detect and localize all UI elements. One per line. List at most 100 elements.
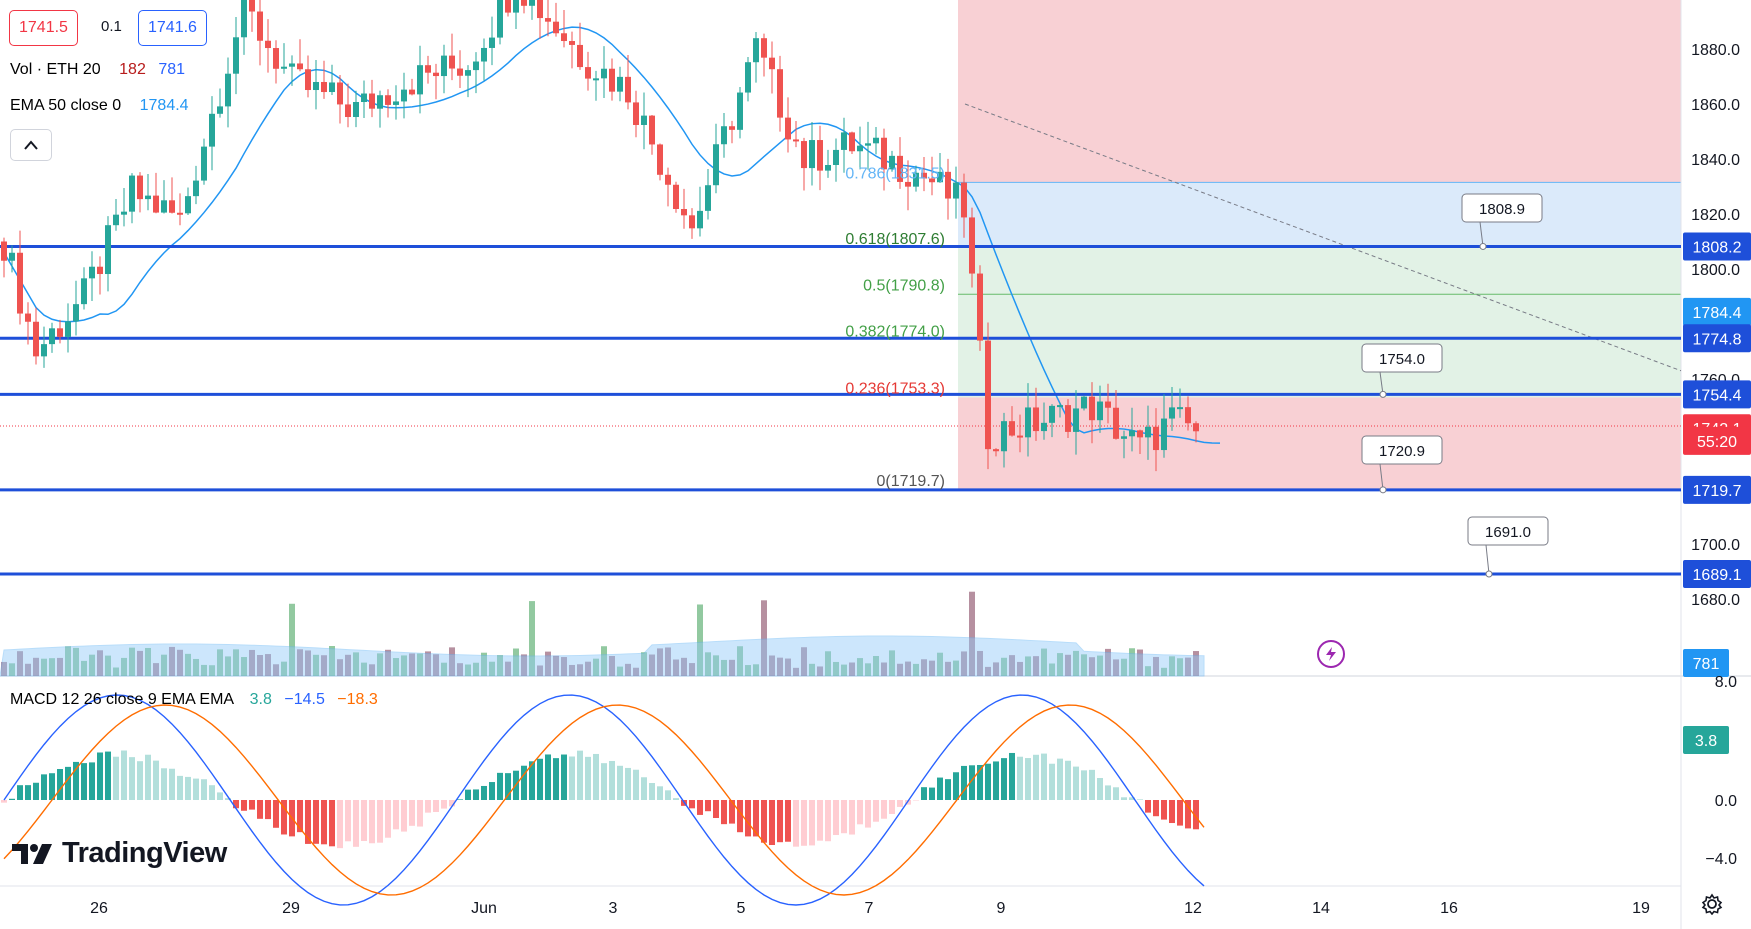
volume-bar	[161, 654, 167, 676]
candle-body	[25, 313, 31, 322]
macd-histogram-bar	[281, 800, 287, 835]
candle-body	[273, 48, 279, 69]
price-badge	[1683, 559, 1751, 588]
volume-bar	[977, 650, 983, 676]
volume-bar	[1041, 648, 1047, 676]
candle-body	[1049, 405, 1055, 423]
volume-bar	[121, 657, 127, 676]
fib-label: 0.382(1774.0)	[845, 324, 945, 341]
candle-body	[1033, 407, 1039, 432]
macd-histogram-bar	[849, 800, 855, 835]
price-badge	[1683, 297, 1751, 326]
settings-button[interactable]	[1701, 893, 1723, 920]
candle-body	[65, 321, 71, 337]
candle-body	[793, 139, 799, 142]
candle-body	[209, 113, 215, 147]
signal-line	[3, 704, 1205, 896]
candle-body	[169, 200, 175, 213]
bid-price-button[interactable]: 1741.5	[9, 10, 78, 46]
candle-body	[97, 266, 103, 275]
macd-histogram-bar	[137, 761, 143, 800]
volume-bar	[225, 656, 231, 676]
candle-body	[617, 76, 623, 92]
candle-body	[929, 178, 935, 183]
callout-box	[1361, 343, 1443, 373]
tradingview-logo[interactable]: TradingView	[12, 837, 227, 870]
lightning-button[interactable]	[1317, 640, 1345, 668]
volume-bar	[985, 666, 991, 676]
candle-body	[1, 241, 7, 261]
candle-body	[113, 214, 119, 226]
candle-body	[193, 180, 199, 197]
collapse-legend-button[interactable]	[10, 129, 52, 161]
price-tick-label: 1840.0	[1691, 152, 1740, 169]
price-badge-label: 1774.8	[1693, 331, 1742, 348]
candle-body	[49, 328, 55, 345]
macd-histogram-bar	[249, 800, 255, 810]
volume-bar	[321, 655, 327, 676]
ask-price-button[interactable]: 1741.6	[138, 10, 207, 46]
candle-body	[689, 215, 695, 229]
volume-bar	[1153, 656, 1159, 676]
volume-bar	[625, 663, 631, 676]
volume-bar	[1161, 667, 1167, 676]
candle-body	[217, 106, 223, 114]
macd-histogram-bar	[937, 777, 943, 800]
volume-bar	[849, 662, 855, 676]
macd-histogram-bar	[273, 800, 279, 828]
candle-body	[401, 89, 407, 102]
candle-body	[945, 171, 951, 199]
indicator-lines	[0, 26, 1682, 906]
candle-body	[681, 209, 687, 216]
candle-body	[729, 126, 735, 130]
candle-body	[905, 181, 911, 187]
macd-legend-title: MACD 12 26 close 9 EMA EMA	[10, 691, 234, 708]
volume-bar	[313, 654, 319, 676]
candle-body	[481, 47, 487, 62]
macd-histogram-bar	[657, 786, 663, 800]
volume-bar	[273, 664, 279, 676]
horizontal-lines	[0, 244, 1681, 576]
time-tick-label: 5	[737, 900, 746, 917]
candle-body	[977, 273, 983, 341]
time-tick-label: 7	[865, 900, 874, 917]
candle-body	[425, 65, 431, 73]
callout-text: 1754.0	[1379, 351, 1425, 368]
volume-bar	[377, 653, 383, 676]
macd-histogram-bar	[353, 800, 359, 847]
macd-histogram-bar	[489, 782, 495, 800]
macd-histogram-bar	[1049, 763, 1055, 800]
volume-legend[interactable]: Vol · ETH 20 182 781	[10, 61, 185, 79]
ema-legend[interactable]: EMA 50 close 0 1784.4	[10, 97, 189, 115]
volume-bar	[209, 665, 215, 676]
volume-bar	[401, 655, 407, 676]
macd-histogram-bar	[1073, 766, 1079, 800]
candle-body	[137, 175, 143, 200]
volume-bar	[1145, 666, 1151, 676]
candle-body	[417, 65, 423, 95]
macd-histogram-bar	[889, 800, 895, 814]
volume-sell-value: 182	[119, 61, 146, 78]
volume-bar	[33, 657, 39, 676]
macd-histogram-bar	[921, 787, 927, 800]
macd-histogram-bar	[393, 800, 399, 830]
volume-bar	[1089, 657, 1095, 676]
candle-body	[633, 102, 639, 125]
macd-legend[interactable]: MACD 12 26 close 9 EMA EMA 3.8 −14.5 −18…	[10, 691, 378, 709]
macd-histogram-bar	[865, 800, 871, 828]
candle-body	[953, 182, 959, 199]
candle-body	[577, 44, 583, 68]
candle-body	[337, 82, 343, 105]
price-badge	[1683, 426, 1751, 455]
volume-bar	[729, 659, 735, 676]
candle-body	[769, 57, 775, 70]
volume-bar	[913, 663, 919, 676]
volume-badge-label: 781	[1693, 656, 1720, 673]
macd-histogram-bar	[809, 800, 815, 846]
candle-body	[441, 55, 447, 77]
candle-body	[513, 0, 519, 13]
volume-bar	[1113, 659, 1119, 676]
macd-histogram-bar	[473, 789, 479, 800]
tradingview-logo-icon	[12, 843, 52, 864]
